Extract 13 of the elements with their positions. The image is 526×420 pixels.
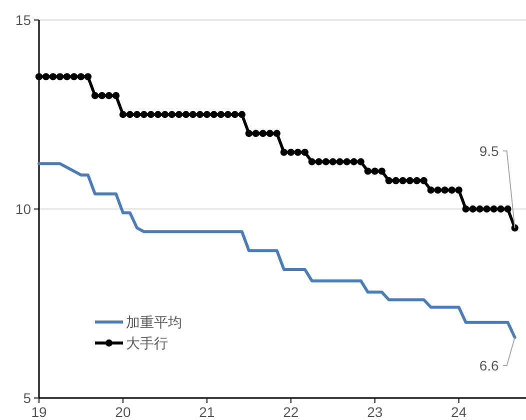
x-tick-label: 19 <box>31 404 47 420</box>
x-tick-label: 22 <box>283 404 299 420</box>
y-tick-label: 5 <box>23 390 32 406</box>
y-tick-label: 10 <box>15 201 32 217</box>
x-tick-label: 23 <box>367 404 383 420</box>
annotation: 6.6 <box>479 358 500 374</box>
x-tick-label: 20 <box>115 404 131 420</box>
y-tick-label: 15 <box>15 12 32 28</box>
annotation: 9.5 <box>479 142 500 159</box>
x-tick-label: 24 <box>451 404 467 420</box>
legend-label: 加重平均 <box>126 315 182 331</box>
legend-label: 大手行 <box>126 336 168 352</box>
x-tick-label: 21 <box>199 404 215 420</box>
